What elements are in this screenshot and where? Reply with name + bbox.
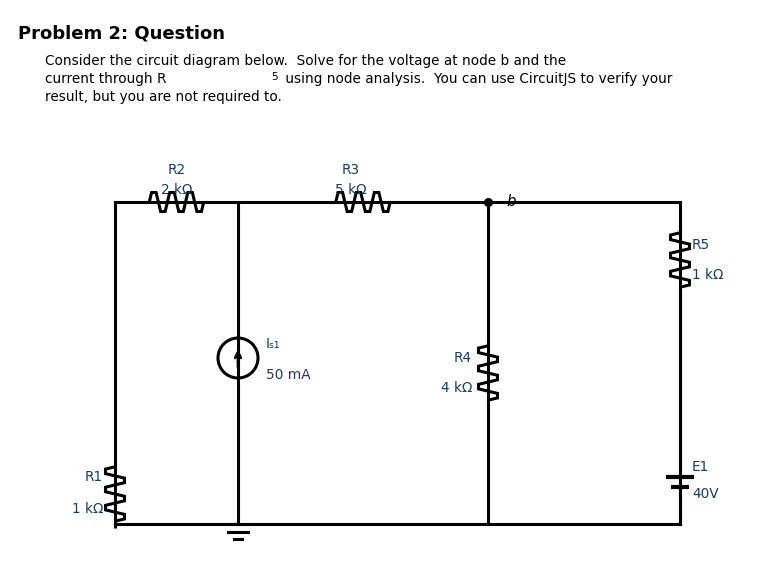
Text: R3: R3: [342, 163, 360, 177]
Text: 40V: 40V: [692, 487, 719, 501]
Text: R4: R4: [454, 351, 472, 365]
Text: 2 kΩ: 2 kΩ: [161, 183, 192, 197]
Text: Iₛ₁: Iₛ₁: [266, 337, 280, 351]
Text: result, but you are not required to.: result, but you are not required to.: [45, 90, 282, 104]
Text: Consider the circuit diagram below.  Solve for the voltage at node b and the: Consider the circuit diagram below. Solv…: [45, 54, 566, 68]
Text: 5: 5: [272, 72, 278, 82]
Text: 1 kΩ: 1 kΩ: [692, 268, 723, 282]
Text: R5: R5: [692, 238, 710, 252]
Text: R1: R1: [85, 470, 103, 484]
Text: 1 kΩ: 1 kΩ: [71, 502, 103, 516]
Text: using node analysis.  You can use CircuitJS to verify your: using node analysis. You can use Circuit…: [281, 72, 672, 86]
Text: 50 mA: 50 mA: [266, 368, 310, 382]
Text: Problem 2: Question: Problem 2: Question: [18, 24, 225, 42]
Text: 4 kΩ: 4 kΩ: [441, 381, 472, 395]
Text: E1: E1: [692, 460, 709, 474]
Text: current through R: current through R: [45, 72, 167, 86]
Text: 5 kΩ: 5 kΩ: [335, 183, 367, 197]
Text: b: b: [506, 193, 515, 208]
Text: R2: R2: [168, 163, 185, 177]
